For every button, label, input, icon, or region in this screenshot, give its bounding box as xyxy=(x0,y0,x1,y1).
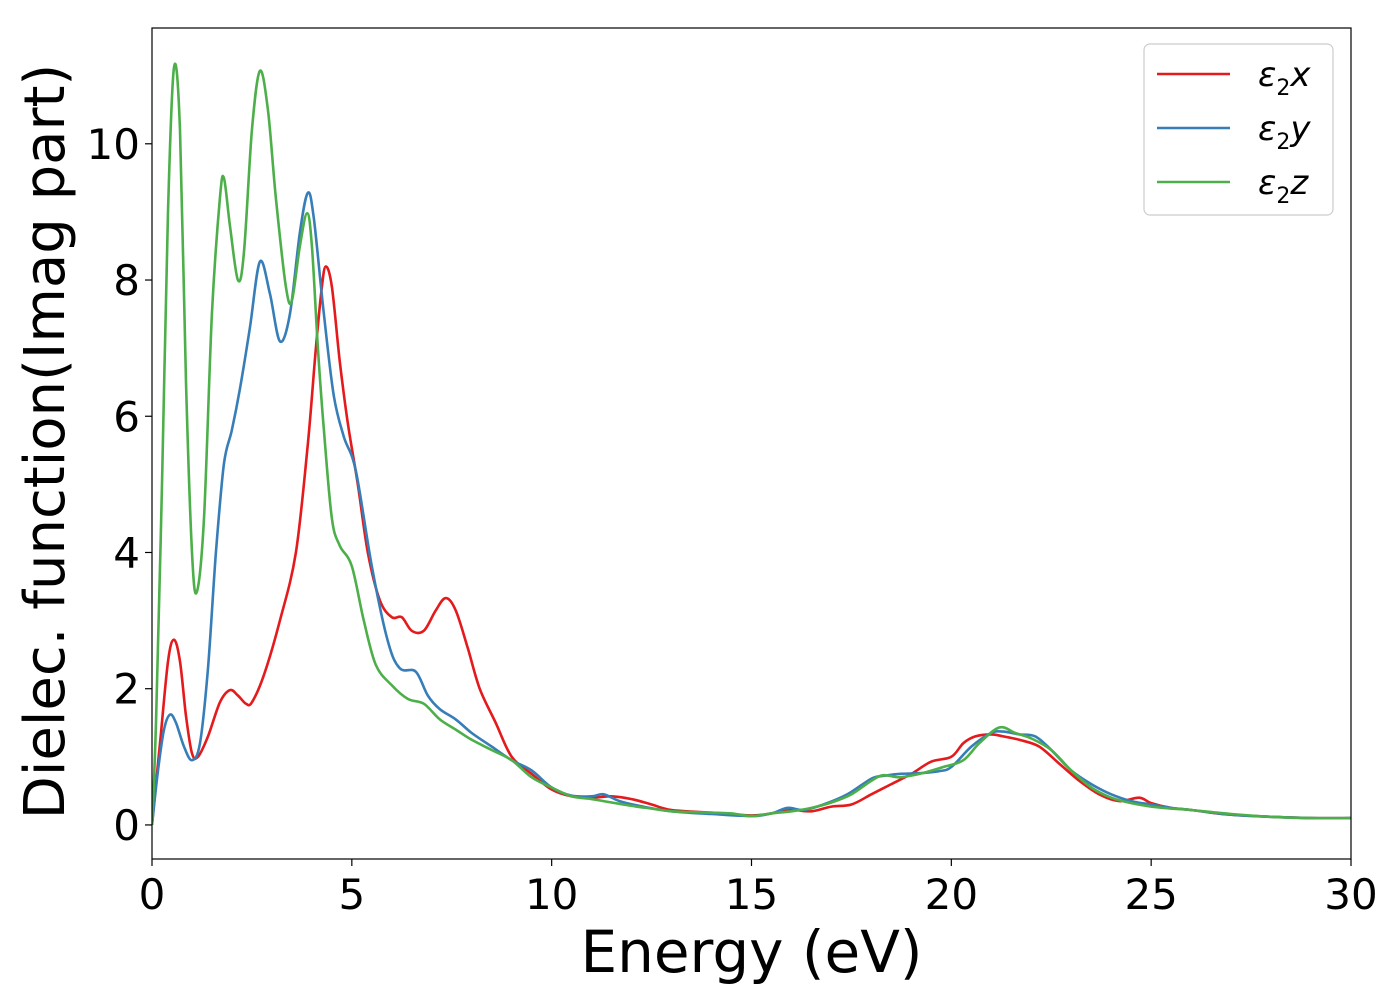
y-tick-label: 8 xyxy=(113,256,140,305)
plot-lines xyxy=(152,62,1351,826)
x-axis-ticks: 0 5 10 15 20 25 30 xyxy=(139,859,1378,919)
y-tick-label: 6 xyxy=(113,392,140,441)
y-tick-label: 0 xyxy=(113,801,140,850)
x-tick-label: 30 xyxy=(1324,870,1377,919)
x-tick-label: 0 xyxy=(139,870,166,919)
y-axis-ticks: 0 2 4 6 8 10 xyxy=(87,120,152,850)
x-tick-label: 20 xyxy=(925,870,978,919)
y-axis-title: Dielec. function(Imag part) xyxy=(13,64,78,820)
legend-entry-3: ε2z xyxy=(1157,163,1309,209)
legend-label: ε2z xyxy=(1258,163,1309,209)
legend-entry-2: ε2y xyxy=(1157,109,1311,155)
x-tick-label: 25 xyxy=(1124,870,1177,919)
x-axis-title: Energy (eV) xyxy=(580,918,922,986)
series-line-2 xyxy=(152,191,1351,826)
x-tick-label: 10 xyxy=(525,870,578,919)
series-line-1 xyxy=(152,265,1351,826)
y-tick-label: 4 xyxy=(113,528,140,577)
legend-box xyxy=(1143,43,1334,216)
legend-label: ε2y xyxy=(1258,109,1311,155)
legend-entry-1: ε2x xyxy=(1157,55,1311,101)
y-tick-label: 10 xyxy=(87,120,140,169)
y-tick-label: 2 xyxy=(113,665,140,714)
legend: ε2x ε2y ε2z xyxy=(1143,43,1334,216)
series-line-3 xyxy=(152,62,1351,825)
x-tick-label: 15 xyxy=(725,870,778,919)
legend-label: ε2x xyxy=(1258,55,1311,101)
x-tick-label: 5 xyxy=(338,870,365,919)
